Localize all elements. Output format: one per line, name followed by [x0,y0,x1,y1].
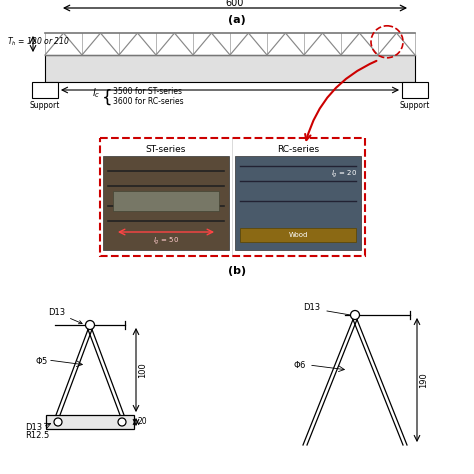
Bar [103,156,229,250]
Bar [402,82,428,98]
Bar [46,415,134,429]
Text: 20: 20 [138,418,147,427]
Text: 190: 190 [419,372,428,388]
Bar [45,55,415,82]
Bar [32,82,58,98]
Text: (b): (b) [228,266,246,276]
Text: D13: D13 [303,302,320,311]
Text: (a): (a) [228,15,246,25]
Text: $l_g$ = 20: $l_g$ = 20 [331,168,357,180]
Bar [240,228,356,242]
Text: Wood: Wood [288,232,308,238]
Text: Support: Support [30,101,60,110]
Bar [235,156,361,250]
Text: 100: 100 [138,362,147,378]
Text: R12.5: R12.5 [25,430,49,439]
Text: D13: D13 [48,308,82,324]
Text: {: { [102,89,113,107]
Circle shape [350,310,359,319]
Text: RC-series: RC-series [277,145,319,154]
Text: $T_h$ = 120 or 210: $T_h$ = 120 or 210 [7,36,70,48]
Text: $l_g$ = 50: $l_g$ = 50 [153,235,179,246]
Text: $l_c$: $l_c$ [91,86,100,100]
Text: $\Phi$6: $\Phi$6 [293,359,306,371]
Text: $\Phi$5: $\Phi$5 [35,355,48,365]
Text: 600: 600 [226,0,244,8]
Text: D13: D13 [25,422,42,431]
Circle shape [118,418,126,426]
Circle shape [54,418,62,426]
Text: ST-series: ST-series [146,145,186,154]
Text: 3600 for RC-series: 3600 for RC-series [113,97,183,106]
Bar [113,191,219,211]
Text: 3500 for ST-series: 3500 for ST-series [113,86,182,95]
Circle shape [85,320,94,329]
Text: Support: Support [400,101,430,110]
